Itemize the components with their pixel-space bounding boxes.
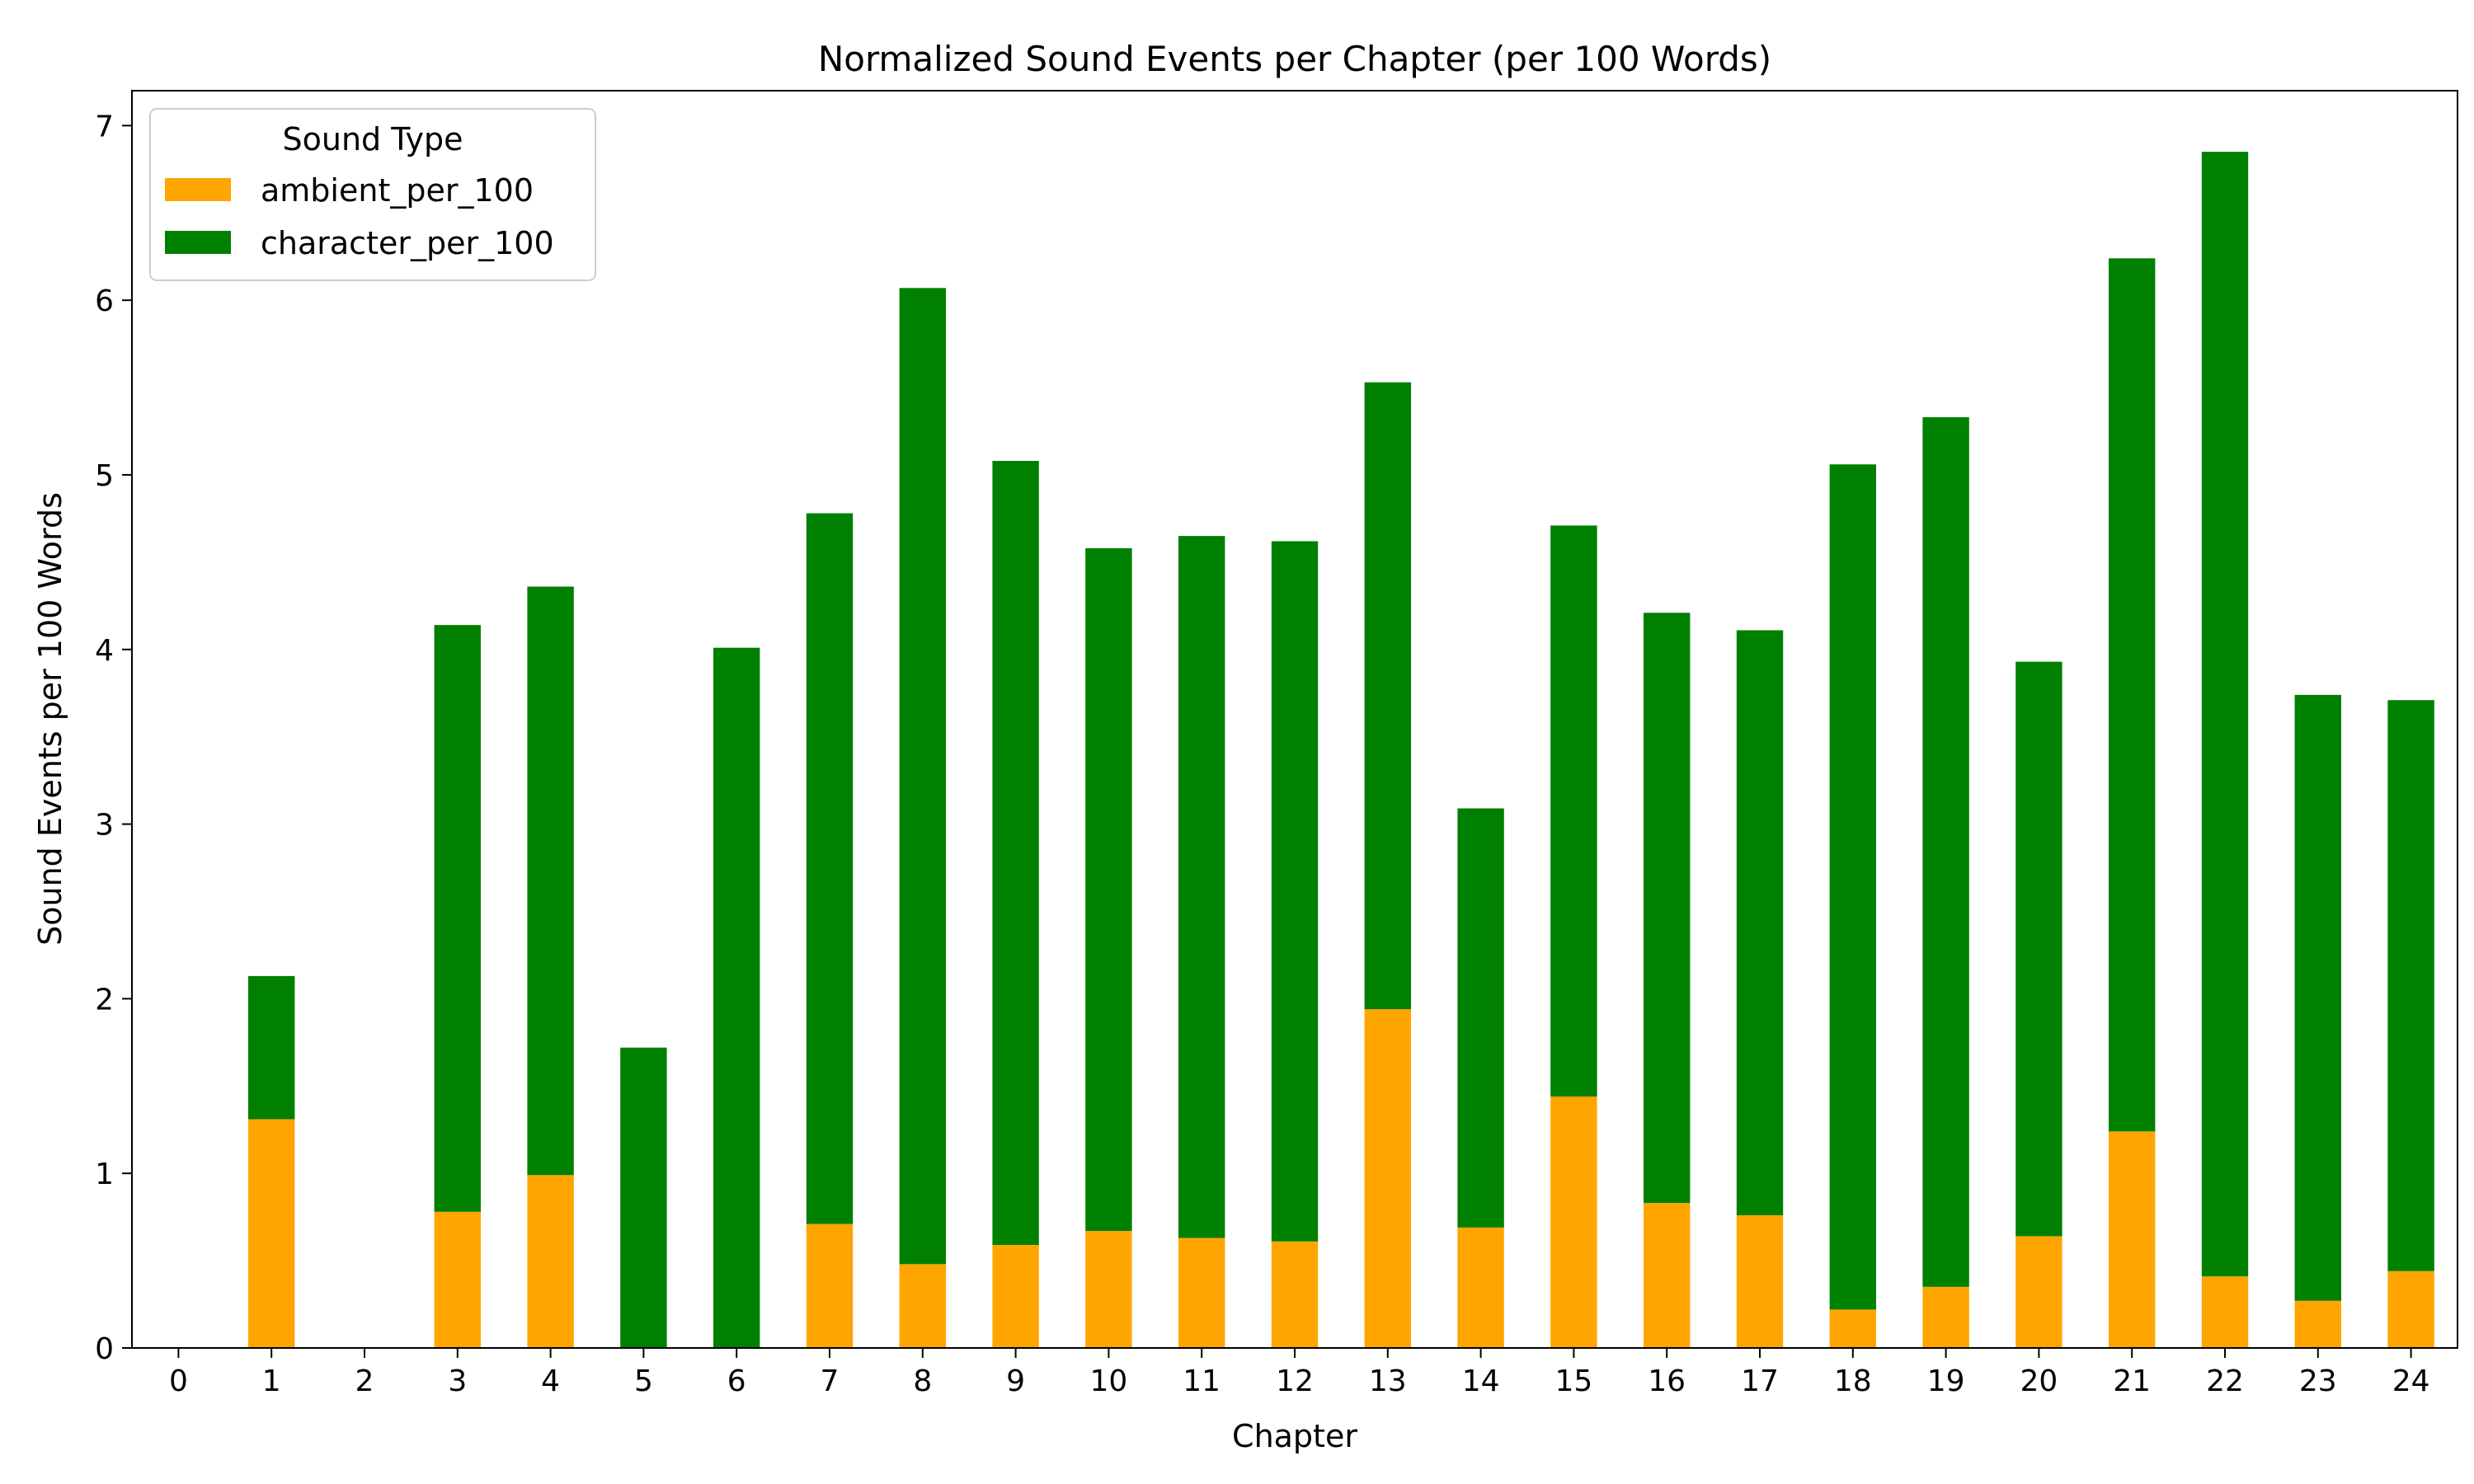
- bar-ambient-chapter-16: [1644, 1203, 1691, 1348]
- x-tick-label: 8: [913, 1364, 932, 1398]
- bar-ambient-chapter-8: [899, 1264, 946, 1348]
- x-tick-label: 10: [1089, 1364, 1127, 1398]
- bar-character-chapter-12: [1271, 541, 1319, 1242]
- x-tick-label: 7: [821, 1364, 840, 1398]
- x-tick-label: 14: [1462, 1364, 1500, 1398]
- x-tick-label: 20: [2020, 1364, 2058, 1398]
- legend-box: [149, 108, 596, 281]
- bar-character-chapter-16: [1644, 613, 1691, 1204]
- bar-character-chapter-22: [2201, 152, 2249, 1277]
- x-tick-label: 22: [2206, 1364, 2244, 1398]
- legend-label-character: character_per_100: [261, 225, 554, 261]
- bar-character-chapter-6: [713, 647, 760, 1348]
- y-axis-ticks: 0 1 2 3 4 5 6 7: [95, 110, 132, 1366]
- x-tick-label: 5: [634, 1364, 653, 1398]
- bar-ambient-chapter-12: [1271, 1241, 1319, 1348]
- bar-ambient-chapter-14: [1457, 1227, 1504, 1348]
- bar-character-chapter-21: [2109, 258, 2156, 1132]
- x-tick-label: 4: [541, 1364, 560, 1398]
- x-tick-label: 18: [1834, 1364, 1872, 1398]
- chart-title: Normalized Sound Events per Chapter (per…: [818, 39, 1771, 79]
- bar-character-chapter-9: [992, 461, 1039, 1246]
- bar-character-chapter-14: [1457, 808, 1504, 1228]
- bar-ambient-chapter-13: [1364, 1009, 1411, 1348]
- x-tick-label: 15: [1554, 1364, 1592, 1398]
- bar-character-chapter-3: [434, 625, 481, 1212]
- bar-ambient-chapter-20: [2015, 1236, 2062, 1348]
- bar-character-chapter-23: [2294, 694, 2341, 1301]
- bar-ambient-chapter-21: [2109, 1131, 2156, 1348]
- bar-ambient-chapter-4: [527, 1175, 574, 1348]
- x-tick-label: 21: [2113, 1364, 2151, 1398]
- y-axis-label: Sound Events per 100 Words: [32, 492, 68, 946]
- x-tick-label: 13: [1369, 1364, 1407, 1398]
- x-tick-label: 0: [169, 1364, 188, 1398]
- bar-ambient-chapter-9: [992, 1245, 1039, 1348]
- bar-character-chapter-24: [2387, 700, 2434, 1271]
- x-tick-label: 9: [1006, 1364, 1025, 1398]
- x-tick-label: 24: [2392, 1364, 2430, 1398]
- plot-frame: [131, 90, 2458, 1349]
- legend: Sound Type ambient_per_100 character_per…: [149, 108, 596, 281]
- bar-character-chapter-18: [1829, 464, 1876, 1310]
- bar-ambient-chapter-1: [248, 1119, 295, 1348]
- y-tick-label: 3: [95, 809, 114, 843]
- bar-character-chapter-11: [1178, 536, 1225, 1238]
- y-tick-label: 1: [95, 1158, 114, 1191]
- legend-swatch-character: [165, 231, 231, 254]
- bar-ambient-chapter-18: [1829, 1309, 1876, 1348]
- bar-character-chapter-19: [1922, 417, 1969, 1287]
- bar-ambient-chapter-19: [1922, 1286, 1969, 1348]
- bar-ambient-chapter-11: [1178, 1237, 1225, 1348]
- y-tick-label: 0: [95, 1332, 114, 1366]
- x-tick-label: 17: [1741, 1364, 1779, 1398]
- bar-ambient-chapter-10: [1085, 1231, 1132, 1348]
- bar-ambient-chapter-17: [1736, 1215, 1784, 1348]
- x-tick-label: 11: [1183, 1364, 1221, 1398]
- x-tick-label: 1: [262, 1364, 281, 1398]
- x-tick-label: 2: [355, 1364, 374, 1398]
- bar-character-chapter-1: [248, 975, 295, 1120]
- bar-character-chapter-20: [2015, 661, 2062, 1237]
- bar-character-chapter-5: [620, 1047, 667, 1348]
- bar-ambient-chapter-22: [2201, 1276, 2249, 1348]
- x-tick-label: 3: [448, 1364, 467, 1398]
- bar-ambient-chapter-15: [1550, 1097, 1597, 1348]
- x-axis-label: Chapter: [1232, 1418, 1357, 1454]
- bar-ambient-chapter-24: [2387, 1270, 2434, 1348]
- legend-title: Sound Type: [282, 121, 463, 157]
- bar-character-chapter-8: [899, 288, 946, 1265]
- x-tick-label: 6: [727, 1364, 746, 1398]
- bar-ambient-chapter-3: [434, 1211, 481, 1348]
- legend-swatch-ambient: [165, 178, 231, 201]
- bar-character-chapter-10: [1085, 547, 1132, 1232]
- bar-ambient-chapter-7: [806, 1223, 854, 1348]
- x-axis-ticks: 0 1 2 3 4 5 6 7 8 9 10 11 12 13 14 15 16 17 18 19 20 21 22 23 24: [169, 1348, 2430, 1398]
- y-tick-label: 7: [95, 110, 114, 143]
- bar-character-chapter-4: [527, 586, 574, 1176]
- x-tick-label: 12: [1276, 1364, 1314, 1398]
- x-tick-label: 16: [1648, 1364, 1686, 1398]
- x-tick-label: 19: [1927, 1364, 1965, 1398]
- y-tick-label: 4: [95, 634, 114, 668]
- bar-character-chapter-7: [806, 513, 854, 1224]
- y-tick-label: 6: [95, 284, 114, 318]
- bar-character-chapter-15: [1550, 525, 1597, 1097]
- bar-character-chapter-17: [1736, 630, 1784, 1216]
- bar-ambient-chapter-23: [2294, 1300, 2341, 1348]
- bar-character-chapter-13: [1364, 382, 1411, 1010]
- y-tick-label: 5: [95, 459, 114, 493]
- y-tick-label: 2: [95, 983, 114, 1017]
- bars-group: [248, 152, 2434, 1348]
- legend-label-ambient: ambient_per_100: [261, 172, 534, 209]
- x-tick-label: 23: [2299, 1364, 2337, 1398]
